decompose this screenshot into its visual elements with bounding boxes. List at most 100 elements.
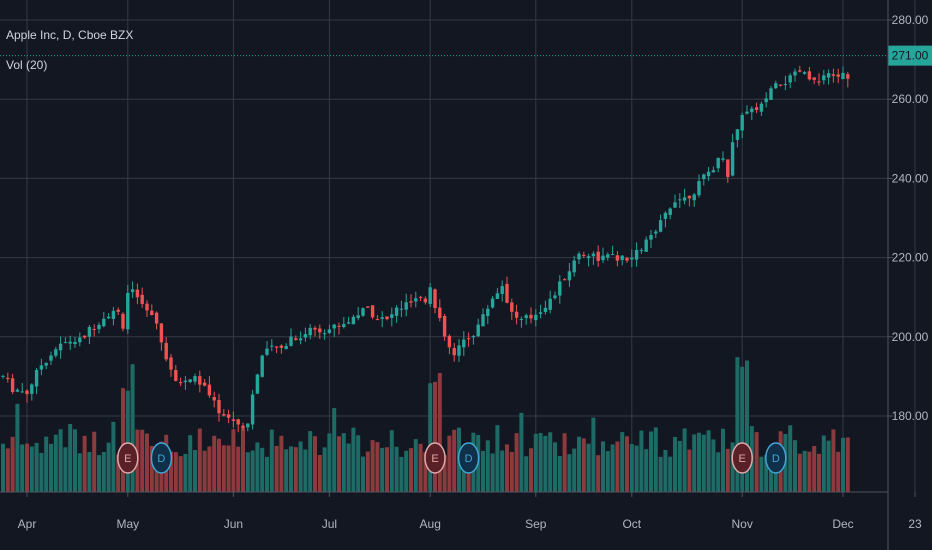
volume-bar [221, 445, 226, 492]
volume-bar [625, 436, 629, 492]
chart-title-legend[interactable]: Apple Inc, D, Cboe BZX [6, 28, 134, 42]
candle-body [846, 74, 850, 79]
candle-body [351, 316, 356, 325]
volume-bar [433, 381, 437, 492]
candle-body [711, 170, 716, 173]
candle-body [150, 310, 154, 315]
volume-bar [322, 447, 327, 492]
volume-bar [29, 446, 34, 492]
candle-body [812, 77, 816, 80]
volume-bar [481, 450, 485, 492]
candle-body [202, 382, 207, 386]
candle-body [774, 83, 778, 89]
candle-body [250, 394, 255, 425]
event-markers[interactable]: E E ED D D [117, 442, 787, 474]
y-tick-label: 220.00 [892, 251, 929, 265]
candle-body [44, 362, 48, 366]
volume-bar [677, 440, 682, 492]
volume-bar [812, 445, 817, 492]
candle-body [658, 220, 663, 232]
volume-bar [20, 444, 25, 492]
volume-bar [39, 452, 44, 492]
volume-bar [394, 446, 399, 492]
candle-body [226, 414, 231, 418]
candle-body [543, 307, 548, 312]
candle-body [54, 349, 58, 356]
x-tick-label: Apr [18, 517, 37, 531]
volume-bar [149, 445, 154, 492]
volume-bar [375, 442, 380, 492]
candle-body [586, 256, 591, 259]
candle-body [625, 257, 629, 261]
volume-bar [817, 453, 821, 492]
volume-bar [605, 451, 610, 492]
volume-bar [826, 440, 831, 492]
volume-bar [341, 433, 346, 492]
volume-legend[interactable]: Vol (20) [6, 58, 48, 72]
candle-body [87, 326, 92, 337]
candle-body [370, 305, 375, 318]
candle-body [298, 338, 303, 341]
volume-bar [586, 443, 591, 492]
candle-body [778, 84, 783, 86]
earnings-marker-label: E [739, 453, 746, 465]
candle-body [596, 251, 600, 261]
candle-body [236, 419, 240, 425]
volume-bar [1, 443, 5, 492]
volume-bar [668, 456, 673, 492]
volume-bar [721, 428, 725, 492]
candle-body [514, 311, 519, 318]
earnings-marker [731, 442, 753, 474]
candle-body [793, 71, 797, 76]
volume-bar [58, 429, 63, 492]
candle-body [260, 355, 264, 377]
volume-bar [485, 440, 490, 492]
volume-bar [687, 449, 692, 492]
volume-bar [173, 452, 178, 492]
candle-body [836, 74, 840, 77]
candle-body [106, 316, 111, 319]
volume-bar [629, 444, 634, 492]
volume-bar [49, 443, 53, 492]
volume-bar [505, 444, 509, 492]
candle-body [548, 298, 552, 310]
candle-body [322, 333, 327, 335]
y-tick-label: 240.00 [892, 171, 929, 185]
candle-body [471, 336, 476, 338]
candle-body [121, 313, 125, 329]
candle-body [409, 301, 413, 303]
candle-body [289, 336, 293, 346]
candle-body [721, 158, 725, 160]
candle-body [591, 253, 596, 257]
volume-bar [615, 441, 620, 492]
volume-bar [140, 429, 145, 492]
volume-bar [577, 436, 581, 492]
volume-bar [317, 454, 322, 492]
candle-body [116, 309, 120, 312]
volume-bar [241, 427, 245, 492]
volume-bar [125, 390, 130, 492]
volume-bar [644, 449, 649, 492]
candle-body [327, 329, 332, 334]
volume-bar [121, 388, 125, 492]
candle-body [754, 107, 759, 110]
volume-bar [601, 441, 605, 492]
volume-bar [274, 445, 279, 492]
candle-body [274, 346, 279, 348]
candle-body [399, 308, 404, 310]
candle-body [582, 254, 586, 256]
volume-bar [97, 455, 101, 492]
candle-body [318, 328, 322, 333]
candle-body [188, 379, 192, 383]
volume-bar [658, 456, 663, 492]
last-price-label: 271.00 [892, 49, 929, 63]
volume-bar [145, 433, 149, 492]
candle-body [826, 73, 831, 78]
candle-body [212, 397, 216, 401]
volume-bar [361, 456, 365, 492]
volume-bar [831, 429, 836, 492]
volume-bar [25, 443, 29, 492]
volume-bar [596, 455, 601, 492]
